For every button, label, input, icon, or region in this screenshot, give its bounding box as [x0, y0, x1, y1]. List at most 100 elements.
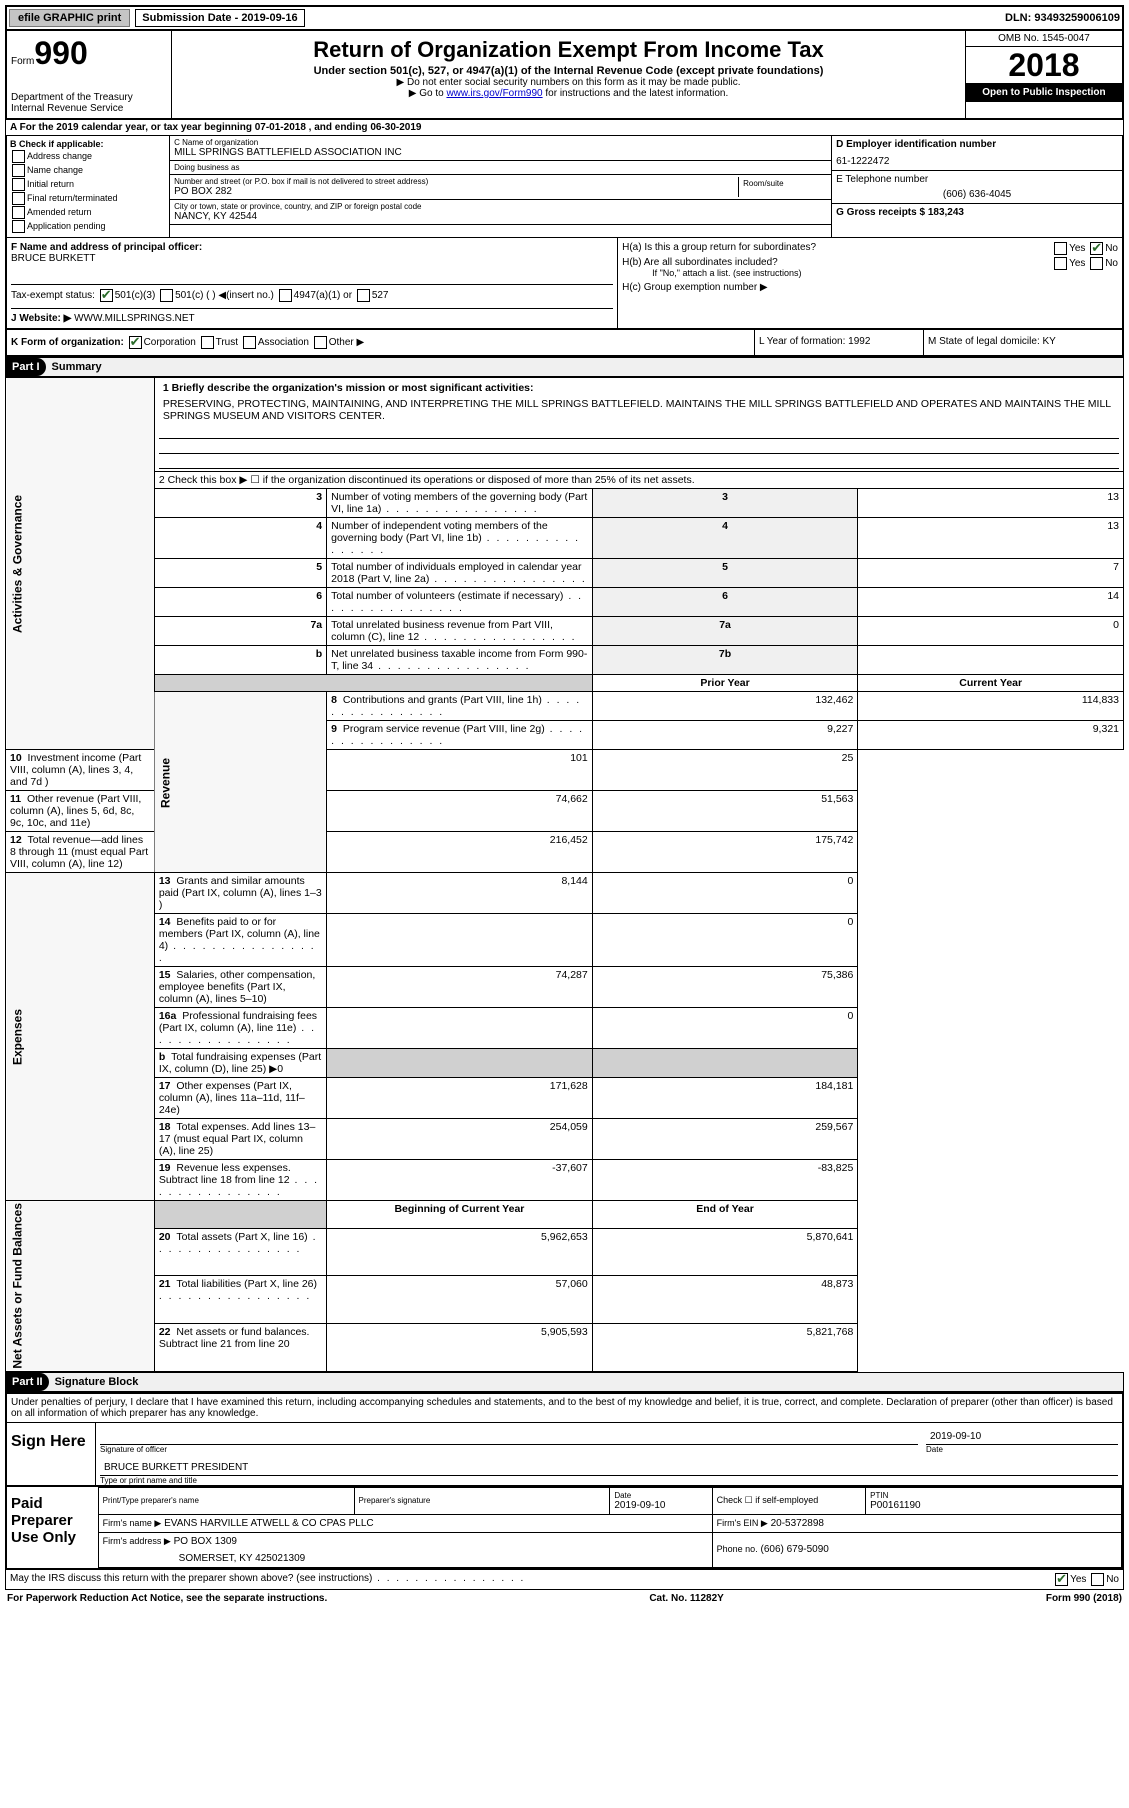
- row-a-tax-year: A For the 2019 calendar year, or tax yea…: [5, 120, 1124, 136]
- addr-label: Number and street (or P.O. box if mail i…: [174, 177, 738, 186]
- net-row-21: 21 Total liabilities (Part X, line 26)57…: [6, 1276, 1124, 1324]
- cb-501c3[interactable]: [100, 289, 113, 302]
- sig-date-label: Date: [922, 1445, 1122, 1454]
- efile-print-button[interactable]: efile GRAPHIC print: [9, 9, 130, 27]
- sign-here-grid: Sign Here Signature of officer 2019-09-1…: [7, 1423, 1122, 1485]
- mission-label: 1 Briefly describe the organization's mi…: [163, 382, 534, 394]
- prep-sig-label: Preparer's signature: [359, 1496, 606, 1505]
- city-label: City or town, state or province, country…: [174, 202, 827, 211]
- k-form-org: K Form of organization: Corporation Trus…: [7, 330, 754, 355]
- opt-501c3: 501(c)(3): [115, 290, 156, 301]
- identity-block: B Check if applicable: Address change Na…: [5, 136, 1124, 237]
- part1-title: Summary: [46, 358, 108, 376]
- irs-form990-link[interactable]: www.irs.gov/Form990: [446, 88, 542, 99]
- opt-501c: 501(c) ( ) ◀(insert no.): [175, 290, 274, 301]
- website-value: WWW.MILLSPRINGS.NET: [74, 313, 195, 324]
- firm-phone-label: Phone no.: [717, 1544, 758, 1554]
- signature-block: Under penalties of perjury, I declare th…: [5, 1392, 1124, 1487]
- tax-status-row: Tax-exempt status: 501(c)(3) 501(c) ( ) …: [11, 284, 613, 302]
- row-klm: K Form of organization: Corporation Trus…: [5, 330, 1124, 357]
- submission-date: Submission Date - 2019-09-16: [135, 9, 304, 27]
- phone-label: E Telephone number: [836, 174, 1118, 185]
- cb-other[interactable]: [314, 336, 327, 349]
- net-row-22: 22 Net assets or fund balances. Subtract…: [6, 1324, 1124, 1372]
- cb-mayirs-no[interactable]: [1091, 1573, 1104, 1586]
- side-revenue: Revenue: [154, 692, 326, 873]
- part2-tag: Part II: [6, 1373, 49, 1391]
- ein-value: 61-1222472: [836, 156, 1118, 167]
- cb-ha-no[interactable]: [1090, 242, 1103, 255]
- cb-527[interactable]: [357, 289, 370, 302]
- org-name-label: C Name of organization: [174, 138, 827, 147]
- exp-row-15: 15 Salaries, other compensation, employe…: [6, 967, 1124, 1008]
- year-header-row: Prior YearCurrent Year: [6, 675, 1124, 692]
- pra-notice: For Paperwork Reduction Act Notice, see …: [7, 1593, 327, 1604]
- gov-row-4: 4Number of independent voting members of…: [6, 518, 1124, 559]
- dept-treasury: Department of the Treasury: [11, 92, 167, 103]
- ha-label: H(a) Is this a group return for subordin…: [622, 242, 816, 253]
- cb-trust[interactable]: [201, 336, 214, 349]
- side-activities-governance: Activities & Governance: [6, 378, 155, 750]
- gov-row-5: 5Total number of individuals employed in…: [6, 559, 1124, 588]
- cb-address-change[interactable]: Address change: [10, 150, 166, 163]
- cb-name-change[interactable]: Name change: [10, 164, 166, 177]
- cb-501c[interactable]: [160, 289, 173, 302]
- website-row: J Website: ▶ WWW.MILLSPRINGS.NET: [11, 308, 613, 324]
- opt-4947: 4947(a)(1) or: [294, 290, 352, 301]
- cb-association[interactable]: [243, 336, 256, 349]
- dba-label: Doing business as: [174, 163, 827, 172]
- cb-4947[interactable]: [279, 289, 292, 302]
- row-f-h: F Name and address of principal officer:…: [5, 237, 1124, 330]
- side-net-assets: Net Assets or Fund Balances: [6, 1201, 155, 1372]
- cb-amended-return[interactable]: Amended return: [10, 206, 166, 219]
- top-bar: efile GRAPHIC print Submission Date - 20…: [5, 5, 1124, 31]
- part1-tag: Part I: [6, 358, 46, 376]
- goto-prefix: ▶ Go to: [409, 88, 447, 99]
- principal-officer: F Name and address of principal officer:…: [7, 238, 617, 328]
- prep-date-label: Date: [614, 1491, 707, 1500]
- ptin-value: P00161190: [870, 1500, 920, 1511]
- officer-label: F Name and address of principal officer:: [11, 242, 202, 253]
- cb-mayirs-yes[interactable]: [1055, 1573, 1068, 1586]
- cb-initial-return[interactable]: Initial return: [10, 178, 166, 191]
- addr-value: PO BOX 282: [174, 186, 738, 197]
- form-header: Form990 Department of the Treasury Inter…: [5, 31, 1124, 120]
- page-footer: For Paperwork Reduction Act Notice, see …: [5, 1590, 1124, 1607]
- firm-name: EVANS HARVILLE ATWELL & CO CPAS PLLC: [164, 1518, 374, 1529]
- hb-row: H(b) Are all subordinates included? Yes …: [622, 257, 1118, 268]
- prior-year-header: Prior Year: [592, 675, 858, 692]
- website-label: J Website: ▶: [11, 313, 71, 324]
- cb-hb-yes[interactable]: [1054, 257, 1067, 270]
- header-right: OMB No. 1545-0047 2018 Open to Public In…: [965, 31, 1122, 118]
- m-state-domicile: M State of legal domicile: KY: [923, 330, 1122, 355]
- cb-ha-yes[interactable]: [1054, 242, 1067, 255]
- mission-text: PRESERVING, PROTECTING, MAINTAINING, AND…: [159, 396, 1119, 424]
- current-year-header: Current Year: [858, 675, 1124, 692]
- exp-row-16a: 16a Professional fundraising fees (Part …: [6, 1008, 1124, 1049]
- boy-header: Beginning of Current Year: [327, 1201, 593, 1229]
- firm-addr-label: Firm's address ▶: [103, 1536, 171, 1546]
- col-b-title: B Check if applicable:: [10, 139, 104, 149]
- room-label: Room/suite: [739, 177, 827, 197]
- k-label: K Form of organization:: [11, 337, 124, 348]
- cb-final-return[interactable]: Final return/terminated: [10, 192, 166, 205]
- gov-row-7a: 7aTotal unrelated business revenue from …: [6, 617, 1124, 646]
- hc-label: H(c) Group exemption number ▶: [622, 282, 1118, 293]
- l-year-formation: L Year of formation: 1992: [754, 330, 923, 355]
- signer-name: BRUCE BURKETT PRESIDENT: [100, 1460, 1118, 1476]
- gross-receipts: G Gross receipts $ 183,243: [836, 207, 964, 218]
- form-990: 990: [34, 35, 87, 71]
- irs-label: Internal Revenue Service: [11, 103, 167, 114]
- open-public-badge: Open to Public Inspection: [966, 83, 1122, 102]
- firm-name-label: Firm's name ▶: [103, 1518, 162, 1528]
- addr-cell: Number and street (or P.O. box if mail i…: [170, 175, 831, 200]
- cb-hb-no[interactable]: [1090, 257, 1103, 270]
- preparer-table: Print/Type preparer's name Preparer's si…: [98, 1487, 1122, 1568]
- form-number: Form990: [11, 35, 167, 72]
- cb-app-pending[interactable]: Application pending: [10, 220, 166, 233]
- exp-row-19: 19 Revenue less expenses. Subtract line …: [6, 1160, 1124, 1201]
- may-irs-row: May the IRS discuss this return with the…: [5, 1570, 1124, 1590]
- part2-bar: Part II Signature Block: [5, 1372, 1124, 1392]
- cb-corporation[interactable]: [129, 336, 142, 349]
- ssn-warning: ▶ Do not enter social security numbers o…: [176, 77, 961, 88]
